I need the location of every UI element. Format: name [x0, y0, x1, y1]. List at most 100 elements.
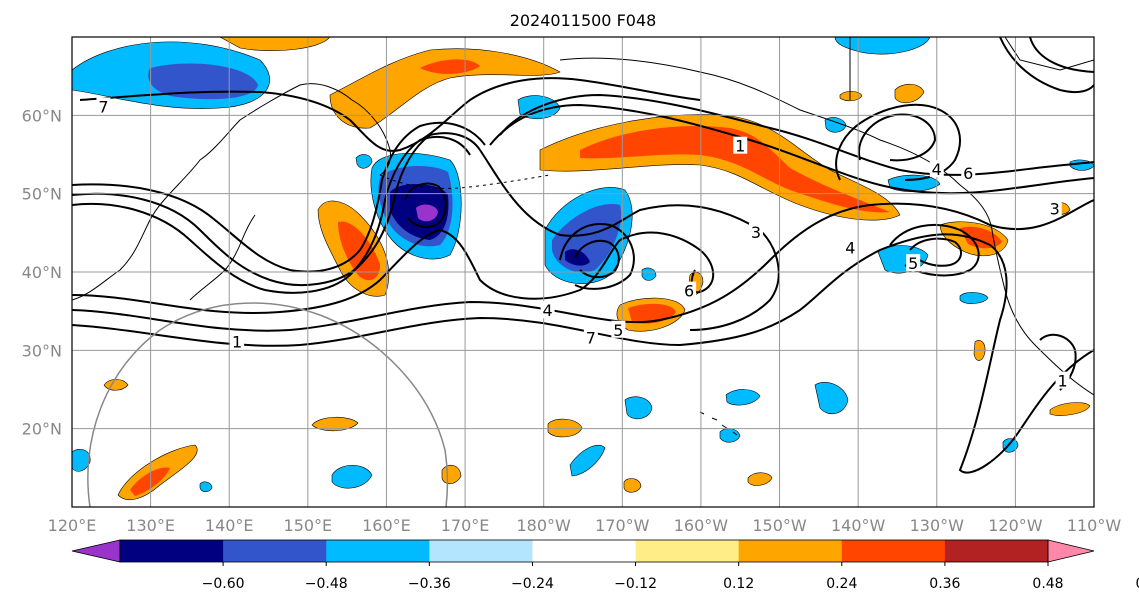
contour-label-bg-8 [929, 160, 944, 178]
colorbar-segment-6 [635, 540, 740, 562]
contour-line-9 [489, 103, 1094, 195]
colorbar-tick-label-4: −0.12 [614, 576, 657, 592]
contour-label-4: 5 [613, 321, 623, 340]
colorbar-tick-label-3: −0.24 [511, 576, 554, 592]
colorbar-extend-low [71, 539, 121, 563]
shade-positive-small-1 [311, 416, 359, 432]
contour-label-2: 4 [543, 301, 553, 320]
lon-label-7: 170°W [595, 516, 650, 535]
shade-negative-ne [834, 37, 931, 55]
longitude-labels: 120°E 130°E 140°E 150°E 160°E 170°E 180°W 170°W… [48, 516, 1122, 535]
coastline-japan [189, 214, 256, 301]
lon-label-5: 170°E [441, 516, 490, 535]
lat-label-0: 20°N [22, 420, 62, 439]
contour-label-bg-11 [1055, 371, 1070, 389]
lon-label-11: 130°W [910, 516, 965, 535]
contour-label-6: 1 [735, 137, 745, 156]
shade-negative-small-11 [199, 481, 213, 493]
colorbar-segment-1 [120, 540, 224, 562]
contour-line-6 [72, 121, 486, 273]
contour-line-12 [858, 113, 937, 162]
lat-label-2: 40°N [22, 263, 62, 282]
shade-negative-small-10 [72, 449, 91, 472]
shade-positive-ne-small [894, 83, 925, 104]
shade-negative-small-1 [331, 464, 373, 489]
contour-label-3: 7 [586, 329, 596, 348]
colorbar [71, 539, 1095, 563]
contour-label-bg-13 [843, 238, 858, 256]
contour-label-8: 4 [932, 160, 942, 179]
contour-label-9: 6 [963, 164, 973, 183]
colorbar-tick-label-0: −0.60 [202, 576, 245, 592]
contour-label-bg-7 [748, 222, 763, 240]
lon-label-1: 130°E [126, 516, 175, 535]
shade-negative-central-low-core [565, 249, 590, 266]
contour-line-13 [889, 224, 980, 277]
contour-line-8 [479, 149, 780, 331]
lon-label-6: 180°W [517, 516, 572, 535]
lon-label-13: 110°W [1067, 516, 1122, 535]
contour-line-16 [1029, 37, 1094, 73]
shade-negative-small-9 [641, 267, 657, 281]
shade-positive-top-left [219, 37, 331, 52]
colorbar-segment-3 [326, 540, 430, 562]
lon-label-9: 150°W [752, 516, 807, 535]
contour-label-bg-3 [583, 328, 598, 346]
shade-positive-gulf-alaska-core [580, 126, 890, 213]
contour-label-bg-6 [733, 136, 748, 154]
shade-negative-main-low-peak [416, 204, 438, 222]
shade-negative-small-2 [569, 444, 606, 477]
colorbar-tick-label-8: 0.48 [1032, 576, 1063, 592]
shade-positive-small-8 [747, 472, 773, 486]
contour-label-bg-10 [1047, 199, 1062, 217]
colorbar-tick-label-7: 0.36 [929, 576, 960, 592]
contour-line-18 [559, 223, 635, 290]
contour-label-12: 5 [908, 254, 918, 273]
colorbar-segment-8 [841, 540, 946, 562]
contour-label-bg-9 [961, 164, 976, 182]
shade-negative-small-8 [1002, 438, 1019, 453]
contour-label-11: 1 [1057, 372, 1067, 391]
colorbar-extend-high [1047, 539, 1095, 563]
contour-line-11 [835, 103, 961, 181]
shade-negative-small-14 [355, 154, 373, 169]
shade-positive-tropical-west-core [130, 467, 170, 496]
contour-label-bg-1 [230, 332, 245, 350]
latitude-labels: 20°N 30°N 40°N 50°N 60°N [22, 106, 62, 438]
lon-label-8: 160°W [674, 516, 729, 535]
shade-negative-small-7 [959, 292, 989, 304]
lon-label-0: 120°E [48, 516, 97, 535]
contour-label-bg-0 [96, 97, 111, 115]
shade-negative-small-4 [725, 389, 761, 406]
lat-label-1: 30°N [22, 341, 62, 360]
contour-label-13: 4 [845, 239, 855, 258]
shade-positive-west-coast-core [960, 226, 1002, 249]
lat-label-4: 60°N [22, 106, 62, 125]
coastline-asia [72, 83, 353, 301]
lon-label-4: 160°E [362, 516, 411, 535]
contour-line-14 [909, 237, 962, 267]
map-title: 2024011500 F048 [510, 11, 657, 30]
contour-label-1: 1 [232, 333, 242, 352]
coastline-hawaii [699, 411, 738, 436]
colorbar-segment-9 [944, 540, 1049, 562]
coastline-north [849, 37, 1094, 100]
lon-label-12: 120°W [988, 516, 1043, 535]
colorbar-segment-7 [738, 540, 843, 562]
contour-line-19 [574, 239, 620, 278]
lon-label-10: 140°W [831, 516, 886, 535]
contour-line-7 [79, 77, 701, 152]
contour-line-3 [72, 228, 715, 314]
colorbar-tick-label-6: 0.24 [826, 576, 857, 592]
contour-line-20 [404, 182, 447, 228]
colorbar-segment-2 [223, 540, 327, 562]
colorbar-tick-label-9: 0.60 [1136, 576, 1139, 592]
shade-negative-siberia-core [148, 63, 258, 100]
gridlines [72, 37, 1094, 507]
shade-positive-small-9 [623, 478, 642, 493]
shade-positive-small-7 [1049, 402, 1091, 416]
contour-label-10: 3 [1050, 199, 1060, 218]
